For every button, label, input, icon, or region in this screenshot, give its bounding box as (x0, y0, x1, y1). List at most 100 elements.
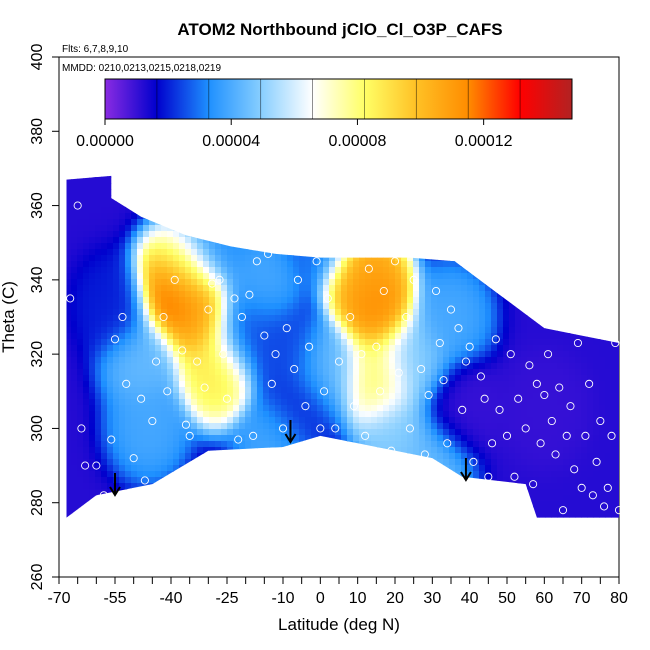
heatmap-cell (311, 405, 318, 412)
heatmap-cell (347, 483, 354, 490)
heatmap-cell (137, 435, 144, 442)
heatmap-cell (209, 429, 216, 436)
heatmap-cell (281, 453, 288, 460)
heatmap-cell (233, 363, 240, 370)
heatmap-cell (383, 399, 390, 406)
heatmap-cell (149, 201, 156, 208)
heatmap-cell (197, 465, 204, 472)
heatmap-cell (377, 375, 384, 382)
heatmap-cell (239, 159, 246, 166)
heatmap-cell (257, 291, 264, 298)
heatmap-cell (143, 393, 150, 400)
heatmap-cell (323, 459, 330, 466)
heatmap-cell (107, 495, 114, 502)
heatmap-cell (125, 465, 132, 472)
heatmap-cell (191, 543, 198, 550)
heatmap-cell (137, 243, 144, 250)
heatmap-cell (149, 243, 156, 250)
heatmap-cell (287, 261, 294, 268)
heatmap-cell (83, 219, 90, 226)
heatmap-cell (197, 315, 204, 322)
heatmap-cell (311, 69, 318, 76)
heatmap-cell (221, 261, 228, 268)
heatmap-cell (263, 489, 270, 496)
heatmap-cell (335, 573, 342, 580)
heatmap-cell (395, 249, 402, 256)
heatmap-cell (395, 177, 402, 184)
heatmap-cell (341, 327, 348, 334)
heatmap-cell (131, 201, 138, 208)
heatmap-cell (383, 453, 390, 460)
heatmap-cell (251, 279, 258, 286)
heatmap-cell (59, 555, 66, 562)
heatmap-cell (71, 267, 78, 274)
heatmap-cell (257, 345, 264, 352)
heatmap-cell (353, 447, 360, 454)
heatmap-cell (66, 351, 72, 358)
heatmap-cell (251, 507, 258, 514)
heatmap-cell (161, 279, 168, 286)
heatmap-cell (77, 483, 84, 490)
heatmap-cell (131, 549, 138, 556)
heatmap-cell (137, 231, 144, 238)
heatmap-cell (305, 531, 312, 538)
heatmap-cell (287, 207, 294, 214)
heatmap-cell (395, 561, 402, 568)
heatmap-cell (251, 465, 258, 472)
heatmap-cell (125, 501, 132, 508)
heatmap-cell (311, 213, 318, 220)
heatmap-cell (311, 417, 318, 424)
heatmap-cell (341, 321, 348, 328)
heatmap-cell (101, 369, 108, 376)
heatmap-cell (281, 63, 288, 70)
heatmap-cell (125, 447, 132, 454)
heatmap-cell (101, 519, 108, 526)
heatmap-cell (293, 135, 300, 142)
heatmap-cell (209, 507, 216, 514)
heatmap-cell (125, 327, 132, 334)
heatmap-cell (275, 393, 282, 400)
heatmap-cell (323, 273, 330, 280)
heatmap-cell (209, 231, 216, 238)
heatmap-cell (113, 381, 120, 388)
heatmap-cell (353, 513, 360, 518)
heatmap-cell (71, 573, 78, 580)
heatmap-cell (95, 477, 102, 484)
heatmap-cell (155, 369, 162, 376)
heatmap-cell (389, 141, 396, 148)
heatmap-cell (299, 123, 306, 130)
heatmap-cell (377, 483, 384, 490)
heatmap-cell (347, 63, 354, 70)
heatmap-cell (155, 411, 162, 418)
heatmap-cell (131, 243, 138, 250)
heatmap-cell (77, 123, 84, 130)
heatmap-cell (95, 267, 102, 274)
heatmap-cell (137, 201, 144, 208)
heatmap-cell (377, 153, 384, 160)
heatmap-cell (227, 201, 234, 208)
heatmap-cell (119, 495, 126, 502)
heatmap-cell (281, 405, 288, 412)
heatmap-cell (66, 513, 72, 518)
heatmap-cell (383, 525, 390, 532)
heatmap-cell (125, 453, 132, 460)
heatmap-cell (95, 93, 102, 100)
heatmap-cell (149, 429, 156, 436)
heatmap-cell (287, 327, 294, 334)
heatmap-cell (167, 231, 174, 238)
heatmap-cell (77, 111, 84, 118)
heatmap-cell (251, 315, 258, 322)
heatmap-cell (371, 513, 378, 518)
heatmap-cell (95, 363, 102, 370)
heatmap-cell (377, 237, 384, 244)
heatmap-cell (221, 183, 228, 190)
heatmap-cell (59, 513, 66, 520)
heatmap-cell (245, 495, 252, 502)
heatmap-cell (185, 369, 192, 376)
heatmap-cell (227, 267, 234, 274)
heatmap-cell (371, 225, 378, 232)
heatmap-cell (143, 243, 150, 250)
heatmap-cell (299, 351, 306, 358)
heatmap-cell (263, 525, 270, 532)
heatmap-cell (263, 411, 270, 418)
